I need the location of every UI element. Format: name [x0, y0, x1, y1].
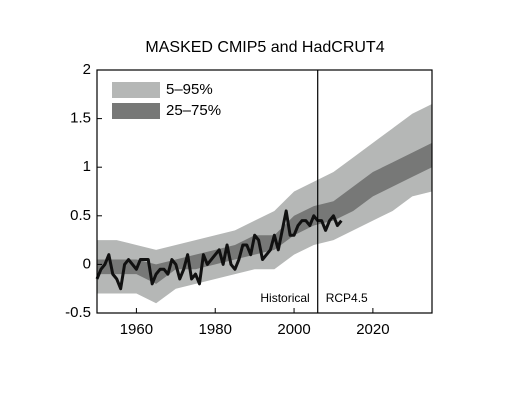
x-tick-label: 1980 [199, 321, 232, 338]
legend-swatch [112, 103, 160, 119]
x-tick-label: 1960 [120, 321, 153, 338]
y-tick-label: 1 [83, 158, 91, 175]
y-tick-label: 0 [83, 255, 91, 272]
x-tick-label: 2020 [356, 321, 389, 338]
x-tick-label: 2000 [277, 321, 310, 338]
y-tick-label: 2 [83, 61, 91, 78]
y-tick-label: 1.5 [70, 110, 91, 127]
chart-title: MASKED CMIP5 and HadCRUT4 [145, 39, 384, 56]
y-tick-label: 0.5 [70, 207, 91, 224]
band [97, 142, 432, 284]
band [97, 104, 432, 304]
plot-frame [96, 69, 433, 314]
legend-label: 25–75% [166, 102, 221, 119]
annotation: Historical [260, 291, 309, 305]
legend-label: 5–95% [166, 81, 213, 98]
y-tick-label: -0.5 [65, 304, 91, 321]
legend-swatch [112, 82, 160, 98]
observed-line [95, 209, 343, 291]
annotation: RCP4.5 [326, 291, 368, 305]
